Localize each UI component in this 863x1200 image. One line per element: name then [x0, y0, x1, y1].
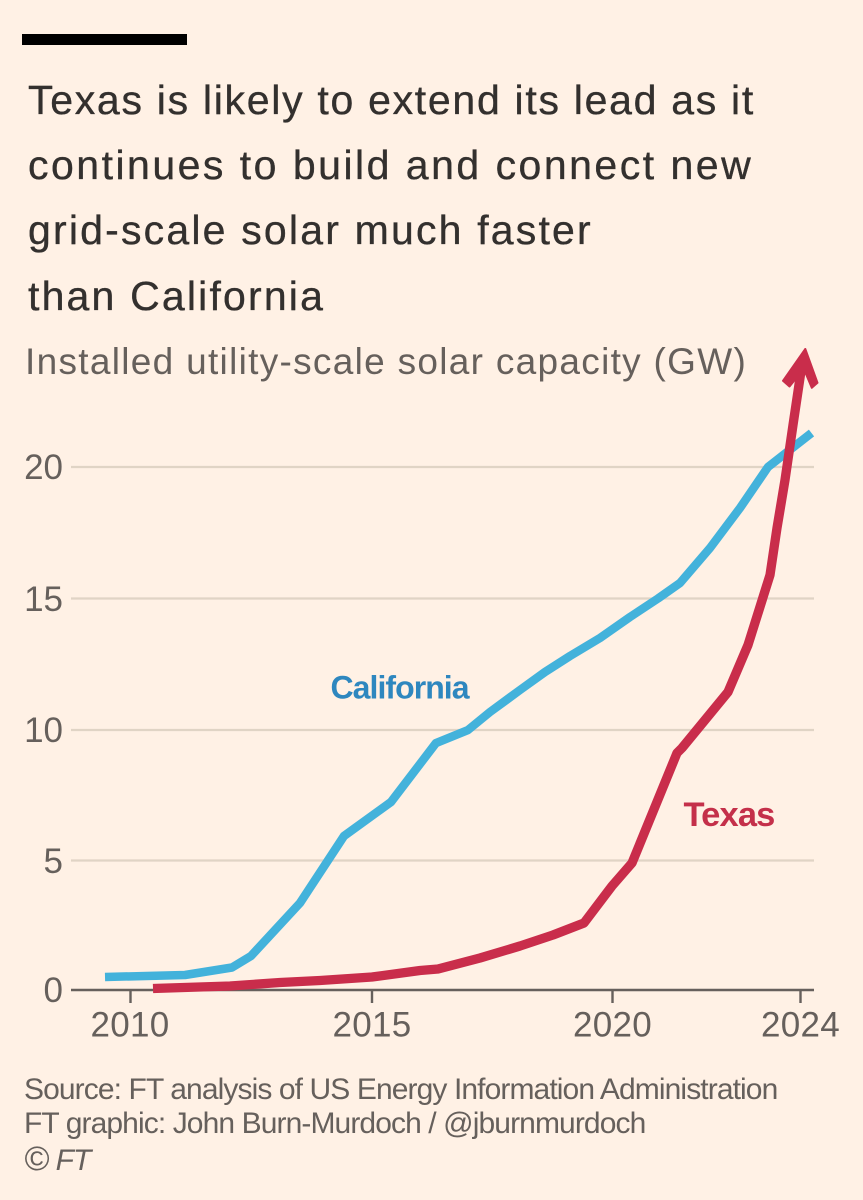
svg-text:0: 0: [44, 971, 63, 1010]
svg-text:20: 20: [24, 448, 63, 487]
svg-text:California: California: [331, 670, 470, 706]
svg-text:15: 15: [24, 580, 63, 619]
svg-text:2010: 2010: [90, 1006, 169, 1045]
svg-text:2020: 2020: [573, 1006, 652, 1045]
svg-text:10: 10: [24, 711, 63, 750]
svg-text:2024: 2024: [761, 1006, 840, 1045]
svg-text:5: 5: [44, 842, 63, 881]
svg-text:Texas: Texas: [684, 796, 775, 834]
svg-text:2015: 2015: [332, 1006, 411, 1045]
